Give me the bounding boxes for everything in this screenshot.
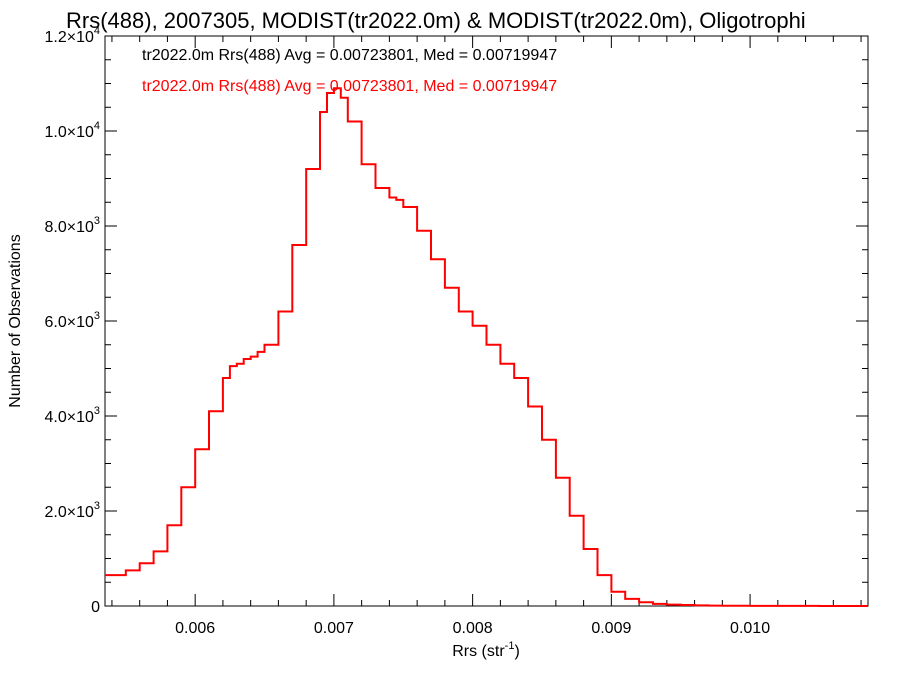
- y-axis-label: Number of Observations: [7, 234, 24, 407]
- y-tick-label-exp: 3: [94, 215, 100, 227]
- x-axis-label: Rrs (str-1): [452, 640, 520, 660]
- y-tick-label-base: 1.0×10: [44, 124, 93, 141]
- y-tick-label-base: 4.0×10: [44, 409, 93, 426]
- y-tick-label: 0: [91, 599, 100, 616]
- x-tick-label: 0.006: [175, 620, 215, 637]
- y-tick-label-exp: 4: [94, 120, 100, 132]
- y-tick-label: 4.0×103: [44, 405, 100, 426]
- x-axis-label-sup: -1: [505, 640, 515, 652]
- y-axis: 02.0×1034.0×1036.0×1038.0×1031.0×1041.2×…: [44, 25, 868, 616]
- annotation-red: tr2022.0m Rrs(488) Avg = 0.00723801, Med…: [142, 78, 557, 95]
- y-tick-label: 6.0×103: [44, 310, 100, 331]
- y-tick-label: 1.2×104: [44, 25, 100, 46]
- x-axis-label-end: ): [514, 643, 519, 660]
- y-tick-label-base: 1.2×10: [44, 29, 93, 46]
- y-tick-label-exp: 3: [94, 405, 100, 417]
- y-tick-label-base: 0: [91, 599, 100, 616]
- series-line-red: [105, 87, 868, 607]
- chart-title: Rrs(488), 2007305, MODIST(tr2022.0m) & M…: [66, 8, 806, 33]
- x-axis-label-base: Rrs (str: [452, 643, 505, 660]
- x-tick-label: 0.009: [591, 620, 631, 637]
- annotation-black: tr2022.0m Rrs(488) Avg = 0.00723801, Med…: [142, 47, 557, 64]
- y-tick-label-exp: 3: [94, 500, 100, 512]
- x-tick-label: 0.008: [453, 620, 493, 637]
- y-tick-label-base: 8.0×10: [44, 219, 93, 236]
- x-tick-label: 0.007: [314, 620, 354, 637]
- y-tick-label: 1.0×104: [44, 120, 100, 141]
- x-tick-label: 0.010: [730, 620, 770, 637]
- y-tick-label-base: 2.0×10: [44, 504, 93, 521]
- y-tick-label: 2.0×103: [44, 500, 100, 521]
- y-tick-label-exp: 3: [94, 310, 100, 322]
- y-tick-label: 8.0×103: [44, 215, 100, 236]
- y-tick-label-exp: 4: [94, 25, 100, 37]
- y-tick-label-base: 6.0×10: [44, 314, 93, 331]
- x-axis: 0.006 0.007 0.008 0.009 0.010: [111, 36, 862, 637]
- plot-frame: [104, 35, 869, 607]
